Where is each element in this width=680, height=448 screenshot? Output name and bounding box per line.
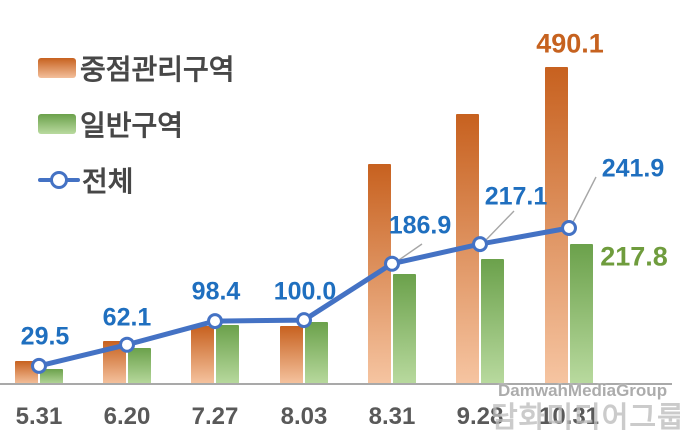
x-axis-label-5.31: 5.31 bbox=[15, 403, 63, 430]
legend: 중점관리구역 일반구역 전체 bbox=[38, 52, 235, 220]
orange-bar-swatch-icon bbox=[38, 58, 76, 78]
general-zone-bar-7.27 bbox=[216, 325, 239, 385]
total-marker-5.31 bbox=[31, 357, 47, 374]
total-value-label-10.31: 241.9 bbox=[601, 154, 665, 183]
focus-zone-bar-10.31 bbox=[545, 67, 568, 385]
x-axis-label-6.20: 6.20 bbox=[103, 403, 151, 430]
legend-item-focus-zone: 중점관리구역 bbox=[38, 52, 235, 85]
focus-zone-value-label-10.31: 490.1 bbox=[536, 28, 604, 59]
total-marker-8.31 bbox=[384, 255, 400, 272]
legend-label-focus-zone: 중점관리구역 bbox=[80, 54, 235, 85]
general-zone-bar-6.20 bbox=[128, 348, 151, 385]
general-zone-value-label-10.31: 217.8 bbox=[600, 241, 668, 272]
x-axis-label-9.28: 9.28 bbox=[456, 403, 504, 430]
total-value-label-8.03: 100.0 bbox=[273, 277, 337, 306]
total-marker-6.20 bbox=[119, 336, 135, 353]
general-zone-bar-10.31 bbox=[570, 244, 593, 385]
blue-line-marker-icon bbox=[38, 170, 80, 190]
x-axis-label-8.31: 8.31 bbox=[368, 403, 416, 430]
x-axis-label-8.03: 8.03 bbox=[280, 403, 328, 430]
x-axis-label-10.31: 10.31 bbox=[538, 403, 600, 430]
legend-item-general-zone: 일반구역 bbox=[38, 108, 235, 141]
focus-zone-bar-8.03 bbox=[280, 326, 303, 385]
general-zone-bar-8.31 bbox=[393, 274, 416, 385]
total-value-label-6.20: 62.1 bbox=[102, 303, 152, 332]
total-marker-9.28 bbox=[472, 236, 488, 253]
total-marker-7.27 bbox=[207, 313, 223, 330]
label-leader-line-2 bbox=[571, 176, 597, 225]
total-marker-10.31 bbox=[561, 220, 577, 236]
focus-zone-bar-7.27 bbox=[191, 326, 214, 385]
total-marker-8.03 bbox=[296, 312, 312, 329]
legend-label-total: 전체 bbox=[82, 166, 134, 197]
x-axis-label-7.27: 7.27 bbox=[191, 403, 239, 430]
total-value-label-5.31: 29.5 bbox=[20, 322, 70, 351]
green-bar-swatch-icon bbox=[38, 114, 76, 134]
label-leader-line-1 bbox=[483, 210, 515, 243]
focus-zone-bar-9.28 bbox=[456, 114, 479, 385]
legend-item-total: 전체 bbox=[38, 164, 235, 197]
general-zone-bar-9.28 bbox=[481, 259, 504, 385]
total-value-label-8.31: 186.9 bbox=[388, 211, 452, 240]
total-value-label-9.28: 217.1 bbox=[484, 182, 548, 211]
label-leader-line-0 bbox=[395, 243, 423, 263]
general-zone-bar-8.03 bbox=[305, 322, 328, 385]
focus-zone-bar-6.20 bbox=[103, 341, 126, 385]
total-value-label-7.27: 98.4 bbox=[191, 277, 241, 306]
legend-label-general-zone: 일반구역 bbox=[80, 110, 184, 141]
general-zone-bar-5.31 bbox=[40, 369, 63, 385]
